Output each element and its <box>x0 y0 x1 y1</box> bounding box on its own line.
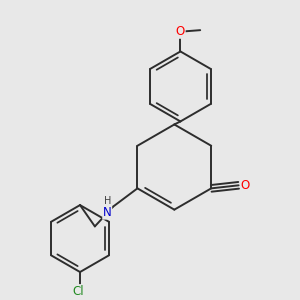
Text: H: H <box>104 196 112 206</box>
Text: O: O <box>176 25 185 38</box>
Text: O: O <box>241 179 250 192</box>
Text: Cl: Cl <box>73 285 84 298</box>
Text: N: N <box>103 206 112 219</box>
